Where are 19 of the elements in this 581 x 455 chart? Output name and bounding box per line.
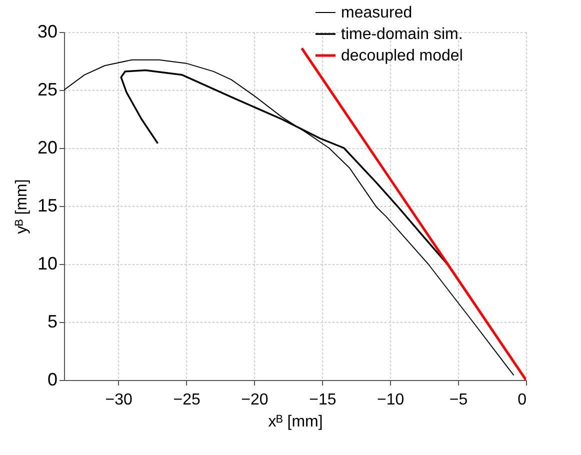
y-tick-label: 5 (47, 312, 58, 332)
x-tick-label: −20 (241, 392, 268, 408)
x-axis-title: xᴮ [mm] (268, 414, 323, 430)
y-tick-label: 30 (37, 22, 58, 42)
y-tick-label: 20 (37, 138, 58, 158)
legend-label: decoupled model (341, 48, 463, 64)
x-tick-label: −5 (449, 392, 468, 408)
x-tick-label: −25 (173, 392, 200, 408)
legend-label: measured (341, 4, 412, 22)
y-tick-label: 0 (47, 370, 58, 390)
legend-label: time-domain sim. (341, 26, 463, 43)
y-tick-label: 10 (37, 254, 58, 274)
x-tick-label: −10 (377, 392, 404, 408)
y-tick-label: 25 (37, 80, 58, 100)
x-tick-label: −15 (309, 392, 336, 408)
y-axis-title: yᴮ [mm] (13, 179, 30, 234)
y-tick-label: 15 (37, 196, 58, 216)
x-tick-label: −30 (105, 392, 133, 408)
x-tick-label: 0 (518, 392, 527, 408)
